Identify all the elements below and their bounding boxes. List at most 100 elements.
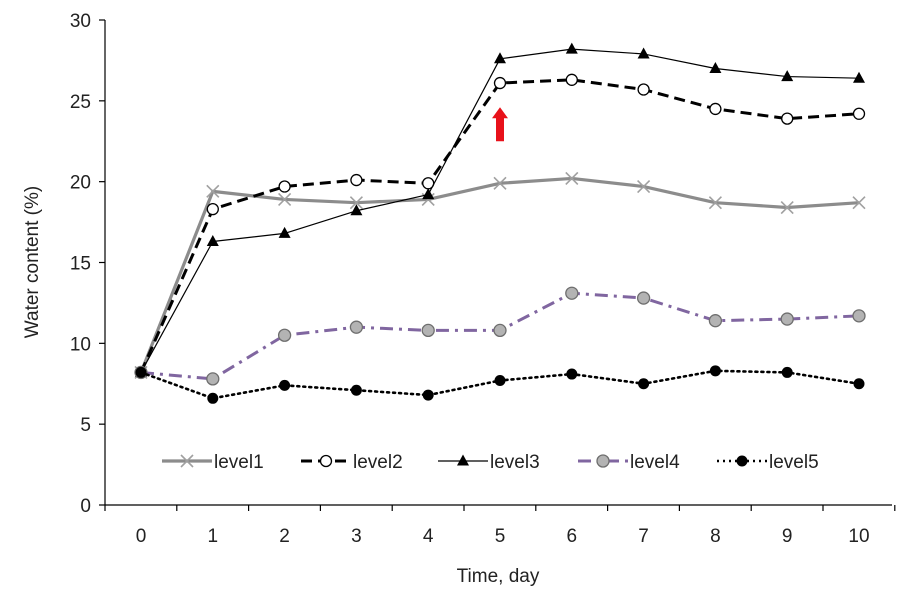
marker-open-circle — [637, 83, 650, 96]
x-tick-label: 7 — [638, 526, 649, 547]
y-tick-label: 10 — [70, 334, 91, 355]
marker-open-circle — [565, 73, 578, 86]
marker-open-circle — [319, 454, 333, 468]
marker-triangle — [494, 52, 506, 64]
marker-x — [180, 454, 194, 468]
marker-open-circle — [206, 202, 219, 216]
chart-axes — [99, 19, 896, 511]
marker-x-stroke — [708, 196, 722, 210]
marker-triangle — [565, 42, 578, 54]
marker-x-stroke — [780, 200, 794, 215]
x-tick-label: 8 — [710, 526, 721, 547]
marker-filled-circle — [207, 392, 219, 404]
marker-triangle — [781, 70, 794, 82]
marker-open-circle — [852, 107, 866, 120]
series-level1 — [134, 171, 866, 379]
marker-open-circle — [350, 173, 363, 187]
marker-filled-circle — [350, 384, 362, 396]
marker-grey-circle — [708, 314, 723, 328]
marker-x — [493, 176, 507, 190]
y-tick-label: 20 — [70, 173, 91, 194]
marker-grey-circle — [636, 291, 651, 305]
x-tick-label: 10 — [848, 526, 869, 547]
marker-filled-circle — [422, 389, 434, 401]
x-tick-label: 6 — [567, 526, 578, 547]
marker-x-stroke — [852, 196, 866, 210]
series-level3 — [135, 42, 865, 377]
marker-grey-circle — [852, 309, 866, 323]
marker-open-circle — [709, 102, 722, 116]
marker-grey-circle — [780, 312, 794, 326]
legend-label-level3: level3 — [490, 452, 540, 473]
marker-triangle — [350, 204, 363, 216]
y-tick-label: 25 — [70, 92, 91, 113]
x-tick-label: 4 — [423, 526, 434, 547]
marker-filled-circle — [566, 368, 578, 380]
marker-grey-circle — [421, 323, 435, 338]
marker-open-circle — [278, 180, 291, 193]
red-arrow-annotation — [492, 107, 508, 142]
legend-label-level4: level4 — [630, 452, 680, 473]
legend-item-level5: level5 — [717, 452, 819, 473]
y-axis-label: Water content (%) — [22, 186, 43, 338]
marker-x-stroke — [180, 454, 194, 468]
marker-filled-circle — [709, 365, 721, 377]
series-line-level1 — [139, 176, 860, 374]
marker-grey-circle — [493, 323, 507, 338]
marker-filled-circle — [638, 378, 650, 390]
legend-label-level2: level2 — [353, 452, 403, 473]
x-tick-label: 2 — [279, 526, 290, 547]
marker-x — [349, 196, 363, 210]
marker-filled-circle — [853, 378, 865, 390]
y-tick-label: 15 — [70, 254, 91, 275]
y-tick-label: 0 — [80, 496, 91, 517]
legend-label-level5: level5 — [769, 452, 819, 473]
marker-x-stroke — [493, 176, 507, 190]
marker-x-stroke — [637, 179, 651, 194]
marker-x — [206, 184, 220, 198]
chart-tick-labels: 0 5 10 15 20 25 30 0 1 2 3 4 5 6 7 8 9 10 — [70, 11, 870, 547]
marker-triangle — [853, 71, 865, 83]
legend-item-level4: level4 — [578, 452, 680, 473]
marker-grey-circle — [565, 286, 579, 300]
marker-filled-circle — [279, 379, 291, 391]
x-tick-label: 3 — [351, 526, 362, 547]
legend-item-level1: level1 — [162, 452, 264, 473]
chart-legend: level1 level2 level3 level4 level5 — [162, 452, 819, 473]
marker-open-circle — [493, 76, 507, 90]
y-tick-label: 30 — [70, 11, 91, 32]
marker-triangle — [709, 62, 722, 73]
marker-filled-circle — [494, 375, 506, 387]
marker-triangle — [206, 234, 219, 246]
x-tick-label: 1 — [208, 526, 219, 547]
marker-x — [565, 171, 579, 185]
marker-filled-circle — [736, 455, 748, 467]
legend-label-level1: level1 — [214, 452, 264, 473]
x-tick-label: 0 — [136, 526, 147, 547]
chart-series-layer — [134, 42, 866, 404]
marker-grey-circle — [596, 454, 610, 468]
legend-item-level3: level3 — [438, 452, 540, 473]
marker-triangle — [278, 226, 291, 238]
y-tick-label: 5 — [80, 415, 91, 436]
marker-open-circle — [781, 112, 794, 125]
x-tick-label: 9 — [782, 526, 793, 547]
marker-grey-circle — [277, 328, 292, 342]
x-axis-label: Time, day — [457, 566, 540, 587]
marker-grey-circle — [206, 372, 220, 386]
marker-x-stroke — [278, 192, 292, 207]
marker-triangle — [422, 188, 435, 200]
series-level5 — [135, 365, 865, 404]
marker-filled-circle — [781, 366, 793, 378]
marker-grey-circle — [349, 320, 364, 334]
marker-x — [780, 200, 794, 215]
marker-x — [278, 192, 292, 207]
marker-x-stroke — [206, 184, 220, 198]
legend-item-level2: level2 — [301, 452, 403, 473]
marker-triangle — [457, 454, 469, 466]
marker-triangle — [637, 47, 650, 59]
x-tick-label: 5 — [495, 526, 506, 547]
marker-x — [708, 196, 722, 210]
marker-filled-circle — [135, 366, 147, 378]
